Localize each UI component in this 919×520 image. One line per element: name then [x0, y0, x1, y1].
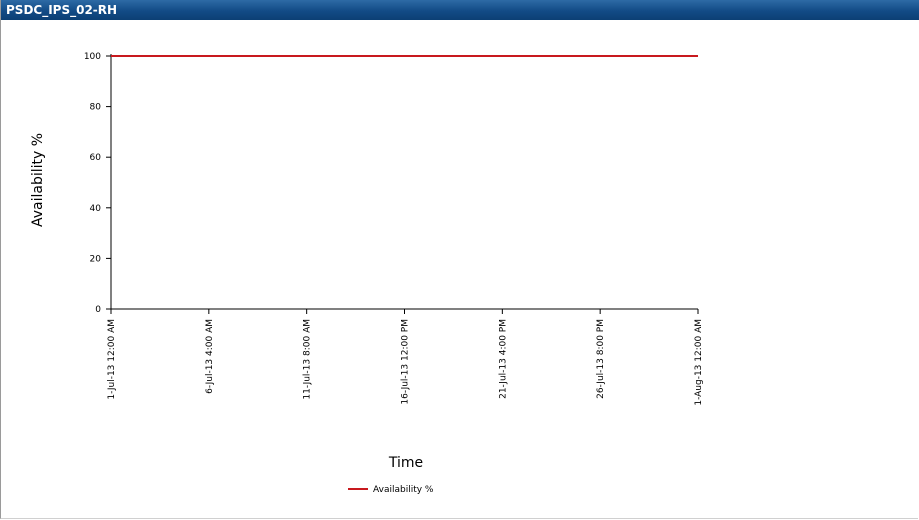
legend-label-availability: Availability %: [373, 485, 434, 495]
x-tick-label: 26-Jul-13 8:00 PM: [596, 319, 606, 399]
y-tick-label: 80: [90, 103, 102, 113]
y-axis: 0 20 40 60 80 100: [84, 52, 112, 315]
y-tick-label: 60: [90, 153, 102, 163]
panel-title: PSDC_IPS_02-RH: [6, 3, 118, 17]
y-tick-label: 100: [84, 52, 101, 62]
x-axis: 1-Jul-13 12:00 AM 6-Jul-13 4:00 AM 11-Jul-…: [107, 308, 704, 406]
x-tick-label: 11-Jul-13 8:00 AM: [303, 319, 313, 400]
y-axis-title: Availability %: [30, 133, 46, 227]
y-tick-label: 0: [95, 305, 101, 315]
x-tick-label: 21-Jul-13 4:00 PM: [498, 319, 508, 399]
x-axis-title: Time: [388, 455, 423, 471]
x-tick-label: 1-Aug-13 12:00 AM: [694, 319, 704, 406]
y-tick-label: 40: [90, 204, 102, 214]
legend: Availability %: [348, 485, 434, 495]
y-tick-label: 20: [90, 254, 102, 264]
x-tick-label: 6-Jul-13 4:00 AM: [205, 319, 215, 394]
x-tick-label: 1-Jul-13 12:00 AM: [107, 319, 117, 400]
panel-titlebar: PSDC_IPS_02-RH: [1, 0, 919, 20]
x-tick-label: 16-Jul-13 12:00 PM: [401, 319, 411, 405]
